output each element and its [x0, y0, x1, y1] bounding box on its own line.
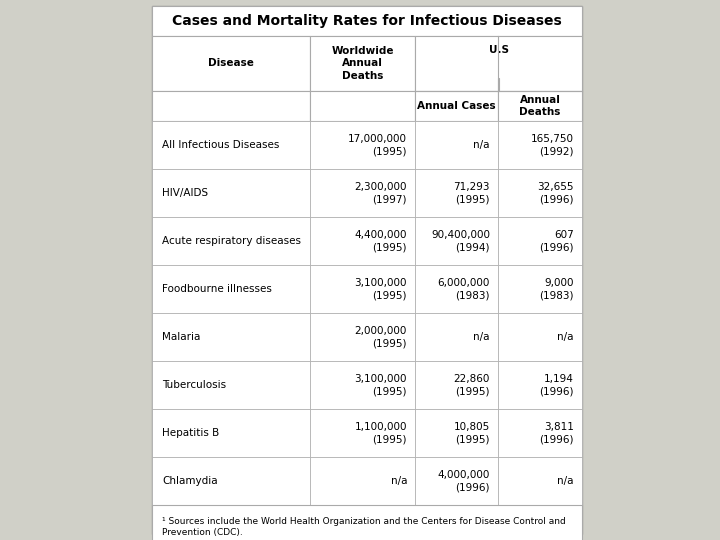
Bar — [415, 217, 498, 265]
Bar — [415, 457, 498, 505]
Text: n/a: n/a — [474, 332, 490, 342]
Text: n/a: n/a — [390, 476, 407, 486]
Bar — [152, 36, 310, 91]
Text: 2,000,000
(1995): 2,000,000 (1995) — [355, 326, 407, 348]
Bar — [152, 6, 582, 534]
Bar — [415, 36, 582, 91]
Text: n/a: n/a — [557, 332, 574, 342]
Bar — [152, 313, 310, 361]
Text: n/a: n/a — [474, 140, 490, 150]
Bar — [310, 91, 415, 121]
Text: Foodbourne illnesses: Foodbourne illnesses — [162, 284, 272, 294]
Text: 71,293
(1995): 71,293 (1995) — [454, 182, 490, 204]
Text: 22,860
(1995): 22,860 (1995) — [454, 374, 490, 396]
Bar — [152, 91, 310, 121]
Text: 4,400,000
(1995): 4,400,000 (1995) — [354, 230, 407, 252]
Bar — [152, 121, 310, 169]
Bar — [498, 409, 582, 457]
Text: Disease: Disease — [208, 58, 254, 69]
Bar — [498, 91, 582, 121]
Text: Worldwide
Annual
Deaths: Worldwide Annual Deaths — [331, 46, 394, 81]
Text: ¹ Sources include the World Health Organization and the Centers for Disease Cont: ¹ Sources include the World Health Organ… — [162, 517, 566, 537]
Bar — [152, 265, 310, 313]
Bar — [152, 361, 310, 409]
Text: 3,100,000
(1995): 3,100,000 (1995) — [354, 374, 407, 396]
Text: 2,300,000
(1997): 2,300,000 (1997) — [354, 182, 407, 204]
Bar — [415, 121, 498, 169]
Text: 165,750
(1992): 165,750 (1992) — [531, 134, 574, 156]
Bar — [498, 265, 582, 313]
Text: Acute respiratory diseases: Acute respiratory diseases — [162, 236, 301, 246]
Text: 17,000,000
(1995): 17,000,000 (1995) — [348, 134, 407, 156]
Bar — [498, 361, 582, 409]
Bar — [415, 169, 498, 217]
Bar — [152, 409, 310, 457]
Bar — [310, 457, 415, 505]
Bar — [310, 361, 415, 409]
Bar — [415, 313, 498, 361]
Text: 9,000
(1983): 9,000 (1983) — [539, 278, 574, 300]
Bar — [310, 121, 415, 169]
Text: Annual
Deaths: Annual Deaths — [519, 95, 561, 117]
Bar — [498, 217, 582, 265]
Bar — [415, 265, 498, 313]
Text: 4,000,000
(1996): 4,000,000 (1996) — [438, 470, 490, 492]
Bar — [152, 169, 310, 217]
Bar — [498, 313, 582, 361]
Text: Malaria: Malaria — [162, 332, 200, 342]
Text: Chlamydia: Chlamydia — [162, 476, 217, 486]
Text: 10,805
(1995): 10,805 (1995) — [454, 422, 490, 444]
Bar — [152, 217, 310, 265]
Text: 3,100,000
(1995): 3,100,000 (1995) — [354, 278, 407, 300]
Text: HIV/AIDS: HIV/AIDS — [162, 188, 208, 198]
Text: All Infectious Diseases: All Infectious Diseases — [162, 140, 279, 150]
Text: Cases and Mortality Rates for Infectious Diseases: Cases and Mortality Rates for Infectious… — [172, 14, 562, 28]
Text: n/a: n/a — [557, 476, 574, 486]
Bar — [498, 457, 582, 505]
Bar — [498, 121, 582, 169]
Bar — [152, 505, 582, 540]
Bar — [152, 6, 582, 36]
Bar — [310, 36, 415, 91]
Text: 607
(1996): 607 (1996) — [539, 230, 574, 252]
Text: 6,000,000
(1983): 6,000,000 (1983) — [438, 278, 490, 300]
Bar — [152, 457, 310, 505]
Bar — [310, 169, 415, 217]
Bar — [310, 265, 415, 313]
Text: 32,655
(1996): 32,655 (1996) — [538, 182, 574, 204]
Bar — [310, 217, 415, 265]
Text: 1,100,000
(1995): 1,100,000 (1995) — [354, 422, 407, 444]
Bar — [498, 169, 582, 217]
Text: Annual Cases: Annual Cases — [417, 101, 496, 111]
Bar — [415, 409, 498, 457]
Bar — [310, 313, 415, 361]
Text: Hepatitis B: Hepatitis B — [162, 428, 220, 438]
Text: 90,400,000
(1994): 90,400,000 (1994) — [431, 230, 490, 252]
Text: U.S: U.S — [488, 45, 508, 55]
Bar — [415, 361, 498, 409]
Bar — [415, 91, 498, 121]
Text: 1,194
(1996): 1,194 (1996) — [539, 374, 574, 396]
Bar — [310, 409, 415, 457]
Bar — [498, 78, 499, 91]
Text: 3,811
(1996): 3,811 (1996) — [539, 422, 574, 444]
Text: Tuberculosis: Tuberculosis — [162, 380, 226, 390]
